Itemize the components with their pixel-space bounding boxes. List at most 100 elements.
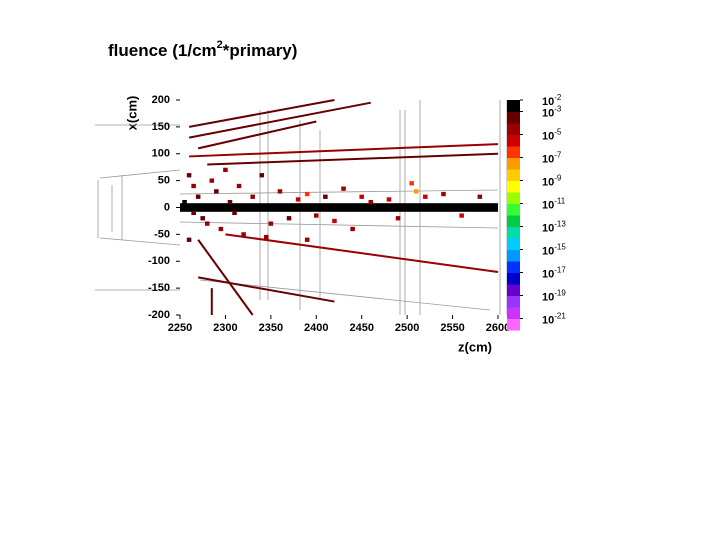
colorbar-tick-base: 10 (542, 176, 554, 188)
x-tick-label: 2600 (486, 322, 510, 334)
colorbar-tick-base: 10 (542, 199, 554, 211)
y-tick-label: -150 (148, 282, 170, 294)
colorbar-tick-label: 10-5 (542, 128, 562, 143)
x-tick-label: 2300 (213, 322, 237, 334)
heat-cell (223, 167, 228, 173)
heat-cell (441, 191, 446, 197)
colorbar-tick-base: 10 (542, 107, 554, 119)
x-tick-label: 2400 (304, 322, 328, 334)
track (188, 101, 371, 139)
heat-cell (286, 216, 292, 221)
colorbar-tick-exponent: -11 (554, 197, 566, 206)
heat-cell (350, 226, 355, 232)
heat-cell (218, 226, 224, 232)
track (197, 276, 335, 303)
colorbar-segment (507, 295, 520, 308)
y-axis-label: x(cm) (124, 96, 139, 131)
y-tick-label: 100 (152, 148, 170, 160)
track (197, 239, 254, 316)
colorbar-segment (507, 180, 520, 193)
y-tick-label: 150 (152, 121, 170, 133)
colorbar-tick-label: 10-17 (542, 266, 566, 281)
colorbar-tick-label: 10-3 (542, 105, 562, 120)
x-tick-label: 2350 (259, 322, 283, 334)
y-tick-label: 0 (164, 201, 170, 213)
y-tick-label: 50 (158, 175, 170, 187)
colorbar-segment (507, 157, 520, 170)
colorbar-segment (507, 261, 520, 273)
y-tick-label: -200 (148, 309, 170, 321)
heat-cell (204, 221, 210, 226)
colorbar-segment (507, 318, 520, 331)
heat-cell (304, 191, 310, 197)
heat-cell (200, 216, 205, 221)
colorbar-tick-label: 10-15 (542, 243, 566, 258)
x-axis-label: z(cm) (458, 339, 492, 354)
heat-cell (241, 232, 246, 237)
heat-cell (186, 237, 192, 242)
colorbar-tick-label: 10-13 (542, 220, 566, 235)
heat-cell (314, 213, 319, 218)
heat-cell (191, 183, 196, 189)
x-tick-label: 2450 (349, 322, 373, 334)
colorbar-tick-label: 10-21 (542, 312, 566, 327)
colorbar-tick-base: 10 (542, 291, 554, 303)
colorbar-segment (507, 226, 520, 239)
title-text: *primary) (223, 41, 298, 60)
heat-cell (191, 210, 196, 216)
colorbar-tick-label: 10-11 (542, 197, 566, 212)
colorbar-segment (507, 123, 520, 135)
track (207, 152, 499, 166)
heat-cell (409, 181, 414, 186)
heat-cell (395, 216, 401, 221)
heat-cell (236, 183, 242, 189)
colorbar-segment (507, 238, 520, 250)
colorbar-tick-base: 10 (542, 245, 554, 257)
colorbar-tick-base: 10 (542, 153, 554, 165)
y-tick-label: -100 (148, 255, 170, 267)
heat-cell (259, 173, 265, 178)
colorbar-tick-exponent: -2 (554, 93, 562, 102)
colorbar-tick-exponent: -9 (554, 174, 562, 183)
colorbar-segment (507, 169, 520, 181)
heat-cell (304, 237, 310, 242)
y-tick-label: 200 (152, 94, 170, 106)
colorbar-segment (507, 215, 520, 227)
colorbar-tick-label: 10-19 (542, 289, 566, 304)
colorbar-segment (507, 146, 520, 158)
heat-cell (477, 194, 483, 199)
colorbar-segment (507, 192, 520, 204)
heat-cell (423, 194, 428, 199)
colorbar-tick-exponent: -17 (554, 266, 566, 275)
colorbar-segment (507, 272, 520, 285)
colorbar-segment (507, 307, 520, 319)
heat-cell (232, 210, 237, 216)
colorbar-segment (507, 111, 520, 124)
colorbar-segment (507, 284, 520, 296)
colorbar-tick-exponent: -19 (554, 289, 566, 298)
title-superscript: 2 (217, 39, 223, 51)
colorbar-tick-label: 10-7 (542, 151, 562, 166)
heat-cell (250, 194, 255, 199)
heat-cell (214, 189, 219, 194)
heat-cell (209, 178, 215, 183)
heat-cell (459, 213, 464, 218)
colorbar-tick-exponent: -3 (554, 105, 562, 114)
colorbar-segment (507, 134, 520, 147)
heat-cell (368, 199, 374, 205)
colorbar-tick-base: 10 (542, 314, 554, 326)
heat-cell (268, 221, 274, 226)
y-tick-label: -50 (154, 228, 170, 240)
colorbar-tick-exponent: -21 (554, 312, 566, 321)
x-tick-label: 2550 (440, 322, 464, 334)
colorbar-tick-base: 10 (542, 96, 554, 108)
track (197, 120, 317, 150)
heat-cell (295, 197, 301, 202)
colorbar-tick-label: 10-9 (542, 174, 562, 189)
chart-title: fluence (1/cm2*primary) (108, 39, 297, 61)
colorbar-tick-exponent: -15 (554, 243, 566, 252)
colorbar-tick-base: 10 (542, 268, 554, 280)
heat-cell (341, 186, 346, 191)
heat-cell (332, 218, 337, 224)
